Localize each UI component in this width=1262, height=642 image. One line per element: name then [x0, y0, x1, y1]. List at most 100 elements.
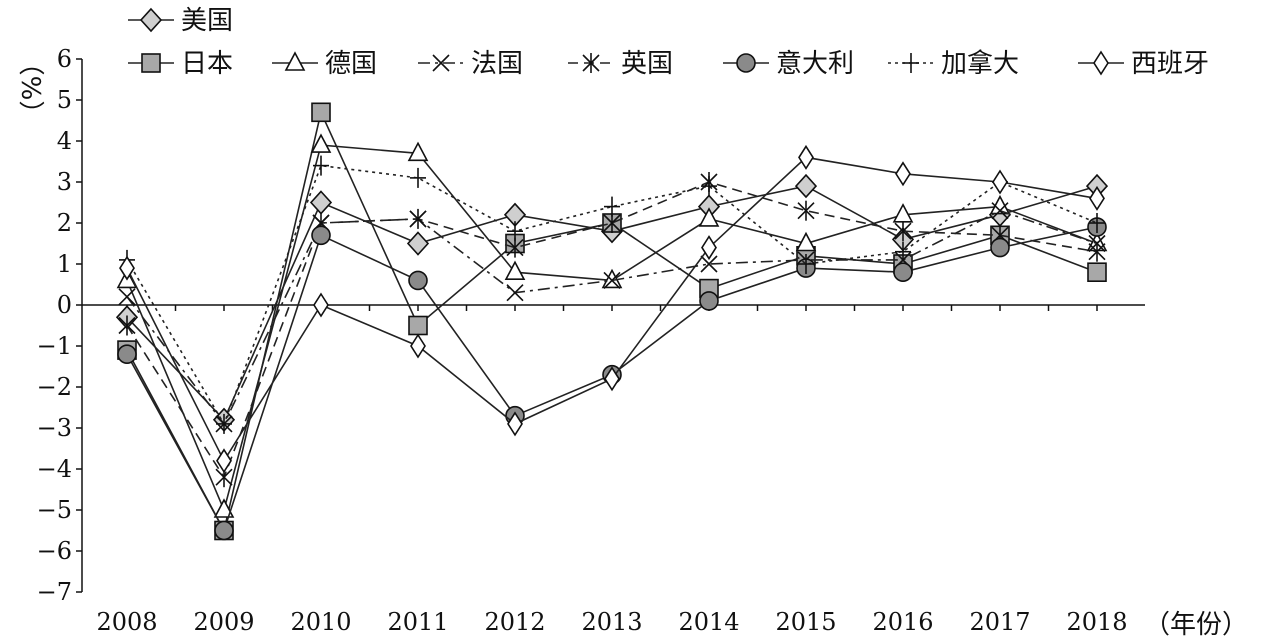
- y-tick-label: 2: [57, 209, 72, 237]
- x-tick-label: 2013: [581, 608, 642, 636]
- data-point: [213, 498, 235, 518]
- data-point: [1087, 262, 1107, 283]
- data-point: [119, 255, 135, 281]
- legend-label: 日本: [181, 49, 233, 79]
- y-tick-label: 4: [57, 127, 72, 155]
- legend-label: 西班牙: [1131, 49, 1209, 79]
- legend-label: 德国: [325, 49, 377, 79]
- y-tick-label: −4: [37, 455, 72, 483]
- data-point: [507, 221, 523, 242]
- data-point: [507, 411, 523, 437]
- y-tick-label: −5: [37, 496, 72, 524]
- x-tick-label: 2014: [678, 608, 739, 636]
- data-point: [603, 271, 621, 289]
- data-point: [309, 190, 333, 215]
- data-point: [990, 237, 1010, 258]
- legend-marker: [736, 53, 756, 73]
- data-point: [895, 161, 911, 187]
- data-point: [991, 202, 1009, 220]
- y-tick-label: 6: [57, 45, 72, 73]
- data-point: [504, 260, 526, 281]
- series-5: [118, 172, 1106, 488]
- data-point: [410, 333, 426, 359]
- x-tick-label: 2011: [387, 608, 448, 636]
- legend-item: 西班牙: [1078, 49, 1209, 79]
- legend-marker: [139, 7, 163, 33]
- series-2: [117, 102, 1107, 541]
- y-axis-label: （%）: [15, 50, 45, 127]
- data-point: [795, 231, 817, 252]
- data-point: [698, 207, 720, 227]
- data-point: [310, 133, 332, 153]
- y-tick-label: 3: [57, 168, 72, 196]
- data-point: [1089, 185, 1105, 211]
- x-tick-label: 2017: [969, 608, 1030, 636]
- axes: 6 5 4 3 2 1 0 −1 −2 −3 −4 −5 −6 −7 2008 2009 2010 2011 201…: [37, 45, 1145, 636]
- series-layer: [115, 102, 1109, 541]
- y-tick-label: −1: [37, 332, 72, 360]
- legend-marker: [432, 54, 450, 72]
- data-point: [506, 284, 524, 302]
- x-tick-label: 2010: [290, 608, 351, 636]
- legend-item: 法国: [418, 49, 523, 79]
- data-point: [406, 231, 430, 256]
- data-point: [408, 315, 428, 336]
- data-point: [700, 255, 718, 273]
- data-point: [117, 344, 137, 365]
- y-tick-label: 1: [57, 250, 72, 278]
- data-point: [311, 102, 331, 123]
- y-tick-label: −7: [37, 578, 72, 606]
- data-point: [313, 155, 329, 176]
- data-point: [118, 315, 136, 336]
- x-tick-label: 2009: [193, 608, 254, 636]
- legend-label: 英国: [621, 49, 673, 79]
- x-axis-label: （年份）: [1144, 610, 1248, 640]
- data-point: [313, 292, 329, 318]
- data-point: [699, 291, 719, 311]
- x-tick-label: 2012: [484, 608, 545, 636]
- data-point: [311, 225, 331, 246]
- x-tick-label: 2008: [96, 608, 157, 636]
- data-point: [798, 144, 814, 170]
- data-point: [895, 241, 911, 262]
- data-point: [701, 235, 717, 261]
- data-point: [798, 254, 814, 274]
- data-point: [992, 169, 1008, 195]
- legend-label: 意大利: [776, 49, 854, 79]
- legend-marker: [903, 53, 919, 73]
- y-tick-label: −2: [37, 373, 72, 401]
- data-point: [1089, 213, 1105, 233]
- data-point: [409, 208, 427, 229]
- data-point: [408, 270, 428, 291]
- data-point: [216, 448, 232, 474]
- x-tick-label: 2016: [872, 608, 933, 636]
- series-line: [126, 209, 1098, 426]
- legend-marker: [582, 53, 600, 73]
- legend-item: 日本: [128, 49, 233, 79]
- data-point: [216, 413, 232, 434]
- data-point: [894, 221, 912, 242]
- data-point: [892, 203, 914, 223]
- series-line: [126, 164, 1098, 426]
- data-point: [604, 366, 620, 392]
- legend-item: 德国: [272, 49, 377, 79]
- y-tick-label: 5: [57, 86, 72, 114]
- y-tick-label: −3: [37, 414, 72, 442]
- data-point: [214, 520, 234, 541]
- data-point: [701, 176, 717, 197]
- legend-label: 美国: [181, 6, 233, 36]
- y-tick-label: −6: [37, 537, 72, 565]
- series-line: [126, 109, 1098, 533]
- legend-item: 加拿大: [888, 49, 1019, 79]
- data-point: [797, 200, 815, 221]
- series-8: [119, 144, 1105, 474]
- x-tick-label: 2018: [1066, 608, 1127, 636]
- legend-item: 意大利: [723, 49, 854, 79]
- legend-label: 法国: [471, 49, 523, 79]
- legend-marker: [284, 51, 306, 71]
- data-point: [893, 262, 913, 283]
- data-point: [794, 173, 818, 199]
- data-point: [1088, 241, 1106, 262]
